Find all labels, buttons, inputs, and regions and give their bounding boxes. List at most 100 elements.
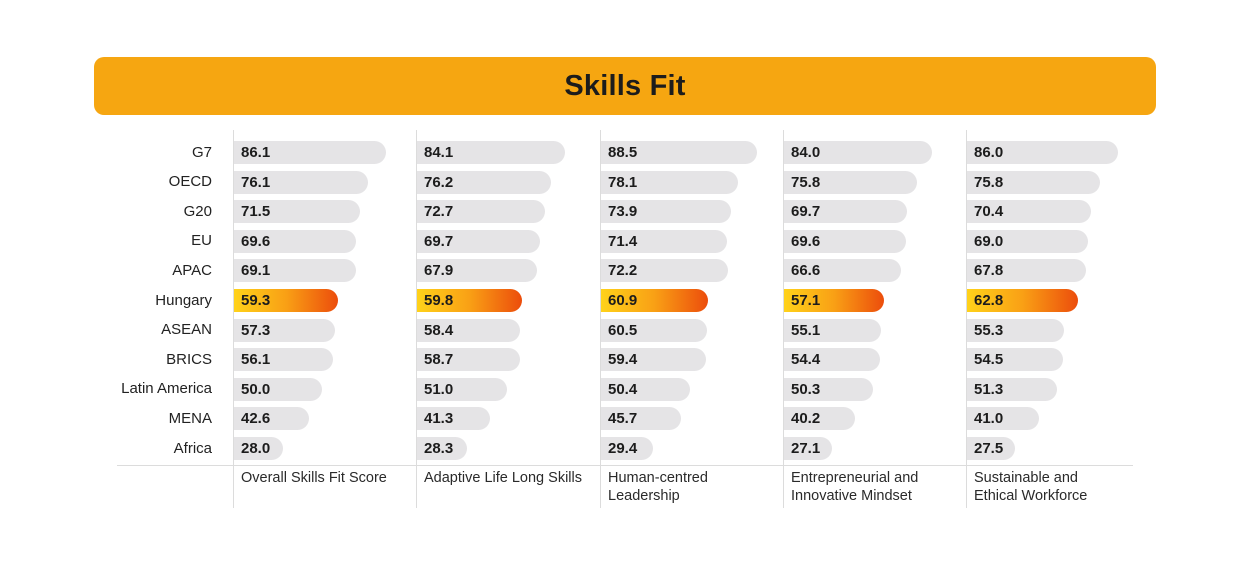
- data-label: 55.3: [974, 321, 1004, 339]
- column-label: Sustainable and Ethical Workforce: [974, 470, 1088, 504]
- data-label: 66.6: [791, 262, 821, 280]
- data-label: 51.0: [424, 380, 454, 398]
- data-label: 73.9: [608, 203, 638, 221]
- data-label: 71.4: [608, 232, 638, 250]
- data-label: 69.1: [241, 262, 271, 280]
- bar: [601, 289, 709, 312]
- data-label: 59.8: [424, 292, 454, 309]
- data-label: 60.5: [608, 321, 638, 339]
- column-label: Human-centred Leadership: [608, 470, 708, 504]
- bar: [784, 141, 932, 164]
- bar: [601, 377, 690, 401]
- bar: [417, 229, 540, 253]
- data-label: 78.1: [608, 173, 638, 191]
- bar: [601, 348, 706, 372]
- bar: [601, 200, 732, 224]
- data-label: 67.9: [424, 262, 454, 280]
- data-label: 69.6: [241, 232, 271, 250]
- data-label: 42.6: [241, 410, 271, 428]
- bar: [234, 437, 284, 460]
- data-label: 84.1: [424, 144, 454, 161]
- data-label: 54.5: [974, 351, 1004, 369]
- data-label: 69.7: [791, 203, 821, 221]
- data-label: 86.1: [241, 144, 271, 161]
- data-label: 50.4: [608, 380, 638, 398]
- data-label: 67.8: [974, 262, 1004, 280]
- bar: [967, 318, 1065, 342]
- bar: [417, 289, 523, 312]
- row-label: Africa: [173, 439, 212, 457]
- bar: [601, 141, 757, 164]
- data-label: 54.4: [791, 351, 821, 369]
- data-label: 70.4: [974, 203, 1004, 221]
- data-label: 59.3: [241, 292, 271, 309]
- bar: [784, 259, 902, 283]
- bar: [417, 141, 566, 164]
- bar: [784, 437, 832, 460]
- bar: [417, 259, 537, 283]
- bar: [784, 377, 873, 401]
- data-label: 69.6: [791, 232, 821, 250]
- column-divider: [600, 130, 601, 508]
- data-label: 41.0: [974, 410, 1004, 428]
- row-label: EU: [191, 232, 212, 250]
- data-label: 76.2: [424, 173, 454, 191]
- row-label: Hungary: [155, 291, 212, 309]
- bar: [417, 437, 467, 460]
- data-label: 55.1: [791, 321, 821, 339]
- column-divider: [966, 130, 967, 508]
- data-label: 58.7: [424, 351, 454, 369]
- bar: [784, 348, 880, 372]
- bar: [967, 141, 1119, 164]
- bar: [234, 200, 360, 224]
- data-label: 71.5: [241, 203, 271, 221]
- column-label: Overall Skills Fit Score: [241, 470, 387, 486]
- data-label: 50.3: [791, 380, 821, 398]
- data-label: 59.4: [608, 351, 638, 369]
- row-label: Latin America: [121, 380, 212, 398]
- bar: [234, 229, 357, 253]
- data-label: 41.3: [424, 410, 454, 428]
- column-label: Entrepreneurial and Innovative Mindset: [791, 470, 919, 504]
- bar: [784, 318, 881, 342]
- row-label: G20: [183, 202, 212, 220]
- data-label: 57.1: [791, 292, 821, 309]
- data-label: 75.8: [791, 173, 821, 191]
- row-label: MENA: [168, 409, 212, 427]
- row-label: BRICS: [166, 350, 212, 368]
- data-label: 88.5: [608, 144, 638, 161]
- data-label: 84.0: [791, 144, 821, 161]
- bar: [417, 407, 490, 431]
- bar: [234, 407, 309, 431]
- data-label: 75.8: [974, 173, 1004, 191]
- bar: [234, 348, 333, 372]
- bar: [417, 348, 521, 372]
- baseline-divider: [117, 465, 1133, 466]
- data-label: 40.2: [791, 410, 821, 428]
- row-label: OECD: [168, 173, 212, 191]
- bar: [967, 407, 1040, 431]
- bar: [234, 377, 322, 401]
- bar: [601, 229, 727, 253]
- bar: [601, 437, 653, 460]
- data-label: 60.9: [608, 292, 638, 309]
- bar: [784, 407, 855, 431]
- column-divider: [233, 130, 234, 508]
- bar: [417, 377, 507, 401]
- data-label: 51.3: [974, 380, 1004, 398]
- data-label: 72.2: [608, 262, 638, 280]
- data-label: 56.1: [241, 351, 271, 369]
- bar: [967, 377, 1058, 401]
- column-label: Adaptive Life Long Skills: [424, 470, 582, 486]
- data-label: 29.4: [608, 440, 638, 457]
- bar: [967, 437, 1016, 460]
- data-label: 58.4: [424, 321, 454, 339]
- data-label: 45.7: [608, 410, 638, 428]
- data-label: 50.0: [241, 380, 271, 398]
- bar: [601, 170, 739, 194]
- bar: [967, 170, 1101, 194]
- data-label: 57.3: [241, 321, 271, 339]
- bar: [784, 229, 907, 253]
- bar: [967, 229, 1089, 253]
- chart-title: Skills Fit: [564, 69, 686, 102]
